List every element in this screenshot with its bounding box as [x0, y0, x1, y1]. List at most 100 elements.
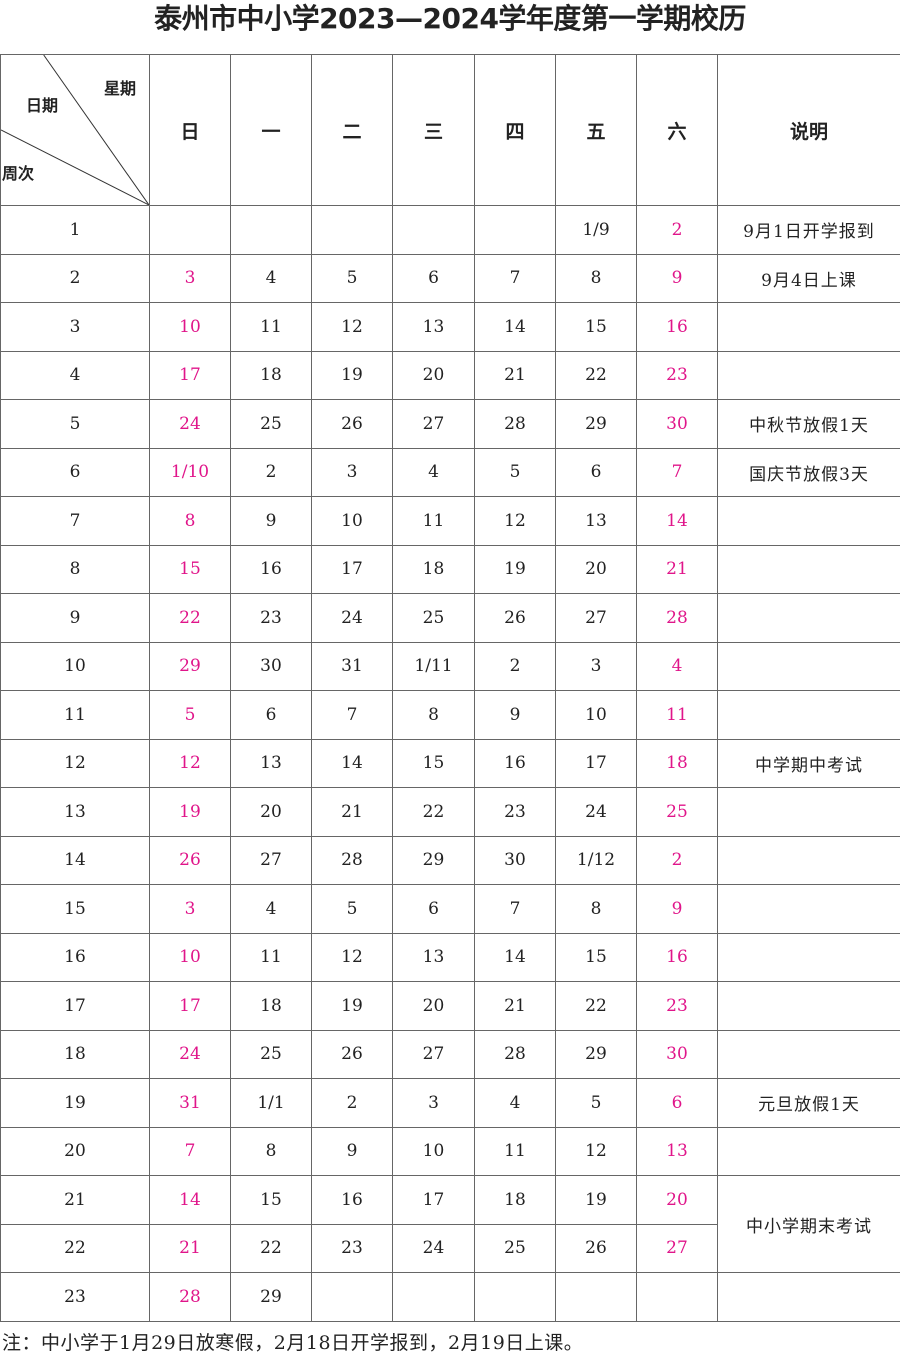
note-cell	[717, 544, 900, 594]
day-cell: 1/11	[392, 641, 475, 691]
day-cell: 16	[636, 302, 718, 352]
day-cell	[474, 1272, 556, 1322]
header-fri: 五	[555, 54, 637, 206]
note-cell	[717, 981, 900, 1031]
day-cell: 10	[311, 496, 393, 546]
day-cell: 17	[392, 1175, 475, 1225]
day-cell: 6	[636, 1078, 718, 1128]
day-cell	[555, 1272, 637, 1322]
day-cell	[474, 205, 556, 255]
note-cell: 中学期中考试	[717, 738, 900, 788]
day-cell: 22	[230, 1223, 312, 1273]
day-cell: 19	[311, 981, 393, 1031]
day-cell: 27	[392, 1029, 475, 1079]
table-row: 11 5 6 7 8 9 10 11	[0, 690, 900, 740]
day-cell: 16	[230, 544, 312, 594]
week-number: 12	[0, 738, 150, 788]
day-cell: 20	[392, 981, 475, 1031]
day-cell: 25	[474, 1223, 556, 1273]
day-cell: 19	[149, 787, 231, 837]
note-cell	[717, 884, 900, 934]
table-row: 10 29 30 31 1/11 2 3 4	[0, 641, 900, 691]
day-cell: 8	[149, 496, 231, 546]
day-cell: 8	[555, 253, 637, 303]
day-cell: 9	[230, 496, 312, 546]
table-row: 15 3 4 5 6 7 8 9	[0, 884, 900, 934]
day-cell: 27	[636, 1223, 718, 1273]
day-cell: 4	[392, 447, 475, 497]
day-cell: 12	[149, 738, 231, 788]
day-cell: 27	[555, 593, 637, 643]
week-number: 1	[0, 205, 150, 255]
day-cell: 9	[636, 884, 718, 934]
day-cell: 28	[636, 593, 718, 643]
day-cell: 3	[555, 641, 637, 691]
day-cell: 23	[311, 1223, 393, 1273]
day-cell	[392, 205, 475, 255]
day-cell: 25	[230, 399, 312, 449]
day-cell: 11	[636, 690, 718, 740]
table-row: 18 24 25 26 27 28 29 30	[0, 1029, 900, 1079]
table-row: 19 31 1/1 2 3 4 5 6 元旦放假1天	[0, 1078, 900, 1128]
table-row: 2 3 4 5 6 7 8 9 9月4日上课	[0, 253, 900, 303]
note-cell	[717, 593, 900, 643]
day-cell: 30	[230, 641, 312, 691]
day-cell: 16	[636, 932, 718, 982]
corner-header-cell: 星期 日期 周次	[0, 54, 150, 206]
note-cell: 元旦放假1天	[717, 1078, 900, 1128]
day-cell: 8	[555, 884, 637, 934]
day-cell: 20	[392, 350, 475, 400]
day-cell: 5	[311, 884, 393, 934]
note-cell	[717, 690, 900, 740]
day-cell: 22	[555, 981, 637, 1031]
day-cell: 9	[311, 1126, 393, 1176]
day-cell: 17	[311, 544, 393, 594]
table-row: 8 15 16 17 18 19 20 21	[0, 544, 900, 594]
table-row: 21 14 15 16 17 18 19 20 中小学期末考试	[0, 1175, 900, 1273]
day-cell: 9	[636, 253, 718, 303]
day-cell: 21	[474, 350, 556, 400]
table-row: 16 10 11 12 13 14 15 16	[0, 932, 900, 982]
week-number: 17	[0, 981, 150, 1031]
table-row: 13 19 20 21 22 23 24 25	[0, 787, 900, 837]
day-cell: 15	[555, 302, 637, 352]
day-cell: 10	[555, 690, 637, 740]
week-number: 8	[0, 544, 150, 594]
note-cell: 9月4日上课	[717, 253, 900, 303]
day-cell: 28	[474, 399, 556, 449]
day-cell: 7	[474, 884, 556, 934]
day-cell: 23	[474, 787, 556, 837]
note-cell: 9月1日开学报到	[717, 205, 900, 255]
day-cell: 29	[149, 641, 231, 691]
header-note: 说明	[717, 54, 900, 206]
day-cell: 6	[555, 447, 637, 497]
note-cell	[717, 787, 900, 837]
day-cell: 17	[555, 738, 637, 788]
day-cell: 24	[149, 1029, 231, 1079]
day-cell: 30	[636, 399, 718, 449]
day-cell	[311, 205, 393, 255]
table-row: 23 28 29	[0, 1272, 900, 1322]
day-cell: 7	[474, 253, 556, 303]
note-cell: 国庆节放假3天	[717, 447, 900, 497]
week-number: 7	[0, 496, 150, 546]
note-cell	[717, 641, 900, 691]
day-cell: 12	[311, 932, 393, 982]
day-cell: 4	[230, 253, 312, 303]
day-cell: 12	[311, 302, 393, 352]
table-row: 7 8 9 10 11 12 13 14	[0, 496, 900, 546]
day-cell: 1/12	[555, 835, 637, 885]
day-cell: 27	[230, 835, 312, 885]
day-cell: 24	[149, 399, 231, 449]
day-cell: 8	[230, 1126, 312, 1176]
week-number: 19	[0, 1078, 150, 1128]
footnote: 注：中小学于1月29日放寒假，2月18日开学报到，2月19日上课。	[2, 1332, 584, 1354]
week-number: 2	[0, 253, 150, 303]
day-cell: 23	[230, 593, 312, 643]
day-cell: 14	[311, 738, 393, 788]
table-row: 12 12 13 14 15 16 17 18 中学期中考试	[0, 738, 900, 788]
day-cell: 31	[149, 1078, 231, 1128]
day-cell: 26	[555, 1223, 637, 1273]
day-cell: 30	[474, 835, 556, 885]
day-cell	[230, 205, 312, 255]
